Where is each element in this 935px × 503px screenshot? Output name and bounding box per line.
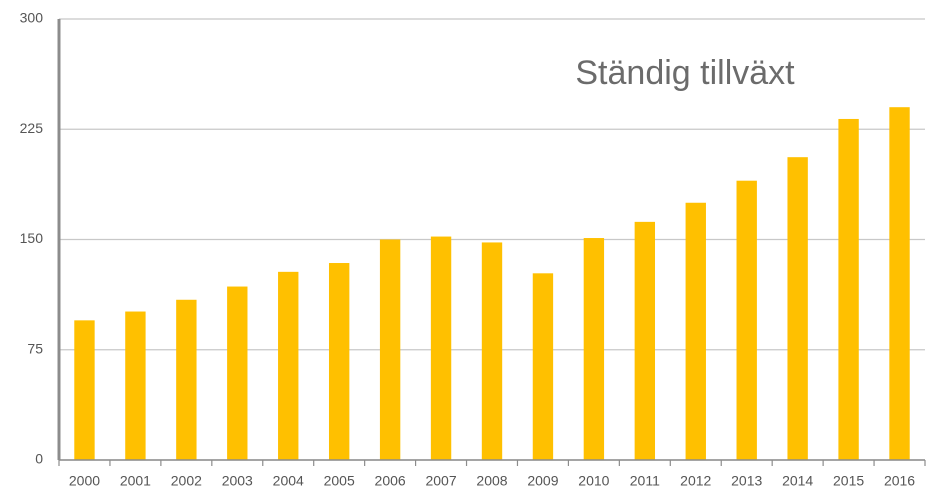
bar: [583, 238, 605, 460]
x-tick-label: 2002: [171, 473, 202, 489]
x-tick-label: 2009: [527, 473, 558, 489]
x-tick-label: 2013: [731, 473, 762, 489]
x-tick-label: 2000: [69, 473, 100, 489]
x-tick-label: 2012: [680, 473, 711, 489]
x-tick-label: 2014: [782, 473, 813, 489]
x-tick-label: 2001: [120, 473, 151, 489]
x-tick-label: 2004: [273, 473, 304, 489]
x-tick-label: 2007: [425, 473, 456, 489]
bar: [328, 263, 350, 460]
y-tick-label: 150: [20, 230, 44, 246]
bar: [430, 236, 452, 460]
x-tick-label: 2008: [476, 473, 507, 489]
bar: [379, 239, 401, 460]
y-tick-label: 300: [20, 10, 44, 26]
x-tick-label: 2003: [222, 473, 253, 489]
bar: [125, 311, 146, 460]
chart-title: Ständig tillväxt: [575, 54, 795, 92]
x-tick-label: 2010: [578, 473, 609, 489]
bar: [736, 180, 757, 460]
bar: [685, 202, 706, 460]
x-tick-label: 2015: [833, 473, 864, 489]
x-tick-label: 2016: [884, 473, 915, 489]
bar: [74, 320, 95, 460]
x-tick-label: 2011: [630, 473, 660, 489]
y-tick-label: 75: [27, 340, 43, 356]
bar: [889, 107, 910, 460]
bar: [278, 271, 299, 460]
bar: [532, 273, 554, 460]
bar: [481, 242, 503, 460]
bar: [787, 157, 808, 460]
bar: [634, 221, 656, 460]
x-tick-label: 2005: [324, 473, 355, 489]
bar: [227, 286, 248, 460]
x-tick-label: 2006: [375, 473, 406, 489]
y-tick-label: 0: [35, 451, 43, 467]
bar: [176, 299, 197, 460]
bar: [838, 118, 859, 461]
y-tick-label: 225: [20, 120, 44, 136]
